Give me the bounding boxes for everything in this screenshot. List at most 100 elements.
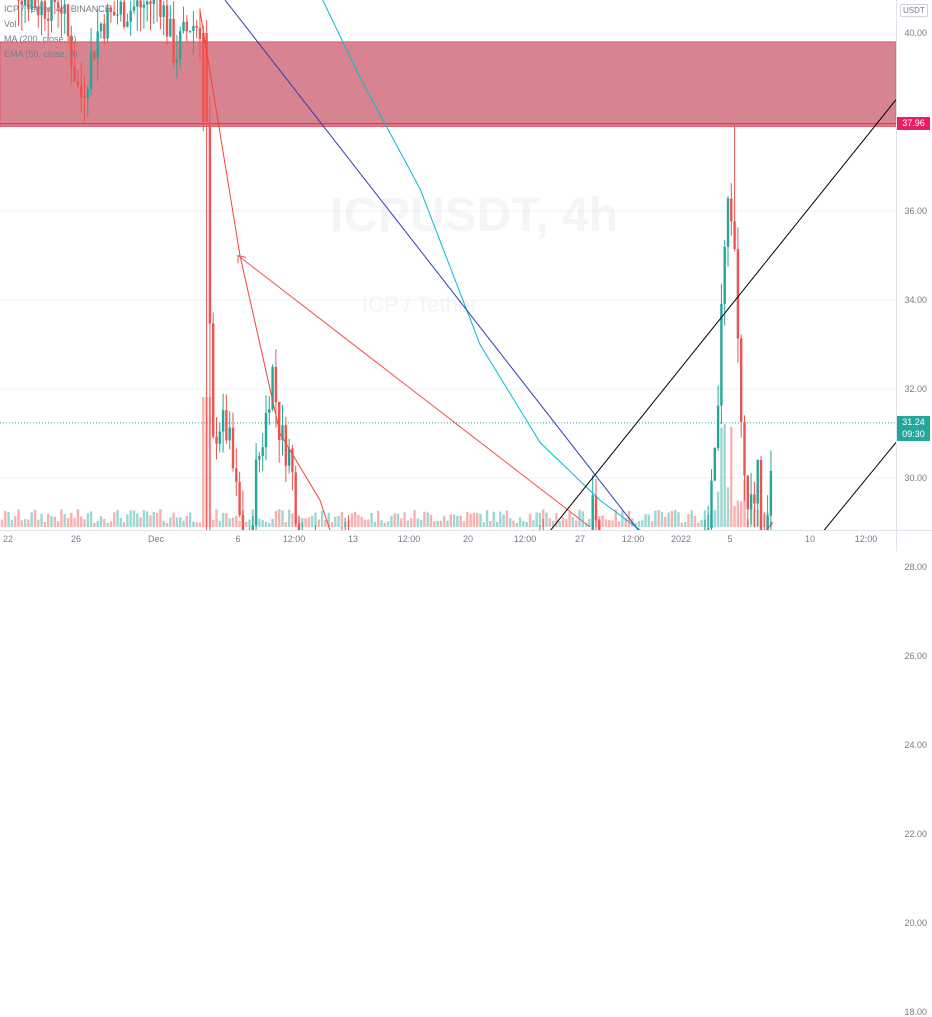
candle-body <box>710 480 713 529</box>
volume-bar <box>575 520 578 527</box>
time-tick-label: 6 <box>235 534 241 544</box>
volume-bar <box>518 517 522 527</box>
candle-body <box>99 23 103 32</box>
volume-bar <box>680 522 683 527</box>
volume-bar <box>4 510 7 527</box>
time-tick-label: 12:00 <box>621 534 645 544</box>
volume-bar <box>195 522 198 527</box>
volume-bar <box>740 501 743 527</box>
candle-body <box>228 427 231 441</box>
candle-body <box>162 5 165 17</box>
volume-bar <box>27 519 30 527</box>
candle-body <box>707 528 710 530</box>
volume-bar <box>423 511 426 527</box>
volume-bar <box>182 520 185 527</box>
candle-body <box>235 468 238 482</box>
legend-ma[interactable]: MA (200, close, 0) <box>4 34 77 44</box>
volume-bar <box>720 427 723 527</box>
price-chart-pane[interactable] <box>0 0 896 530</box>
volume-bar <box>743 480 746 527</box>
channel-upper-line <box>550 99 896 530</box>
candle-body <box>274 366 278 402</box>
downtrend-arrow-line <box>237 255 591 528</box>
currency-button[interactable]: USDT <box>900 4 928 17</box>
volume-bar <box>330 522 334 527</box>
volume-bar <box>314 512 317 527</box>
candle-body <box>716 405 720 448</box>
volume-bar <box>730 426 733 527</box>
volume-bar <box>674 509 677 527</box>
volume-bar <box>667 512 670 527</box>
candle-body <box>294 472 297 524</box>
candle-body <box>208 122 212 324</box>
candle-body <box>146 1 149 5</box>
volume-bar <box>86 513 89 527</box>
volume-bar <box>106 522 109 527</box>
volume-bar <box>505 510 509 527</box>
volume-bar <box>291 513 294 527</box>
arrow-head-icon <box>237 254 247 264</box>
volume-bar <box>363 519 367 527</box>
volume-bar <box>660 511 664 527</box>
volume-bar <box>452 514 456 527</box>
volume-bar <box>340 511 344 527</box>
volume-bar <box>509 518 512 527</box>
volume-bar <box>228 518 231 527</box>
candle-body <box>743 421 746 476</box>
current-price-badge: 31.24 <box>897 415 930 429</box>
volume-bar <box>413 510 416 527</box>
volume-bar <box>644 514 647 527</box>
candle-body <box>278 401 281 441</box>
time-axis[interactable]: 22 26 Dec 6 12:00 13 12:00 20 12:00 27 12:00 2022 5 1… <box>0 530 896 551</box>
candle-body <box>182 21 185 32</box>
candle-body <box>769 471 773 516</box>
volume-bar <box>258 518 261 527</box>
candle-body <box>179 31 182 60</box>
volume-bar <box>311 515 314 527</box>
candle-body <box>212 323 215 437</box>
volume-bar <box>93 522 96 527</box>
price-axis[interactable]: USDT 40.0038.0036.0034.0032.0030.0028.00… <box>896 0 932 1017</box>
ema50-line <box>199 10 774 530</box>
volume-bar <box>215 509 218 527</box>
volume-bar <box>274 510 278 527</box>
volume-bar <box>10 519 14 527</box>
candle-body <box>27 0 30 10</box>
candle-body <box>56 2 60 8</box>
volume-bar <box>337 516 340 527</box>
candle-body <box>169 18 172 37</box>
candle-body <box>33 0 37 8</box>
volume-bar <box>268 522 271 527</box>
volume-bar <box>568 512 571 527</box>
candle-body <box>271 366 274 410</box>
candle-body <box>703 529 707 530</box>
volume-bar <box>515 522 518 527</box>
volume-bar <box>357 514 360 527</box>
volume-bar <box>281 510 284 527</box>
volume-bar <box>334 516 337 527</box>
ma200-line <box>322 0 641 530</box>
legend-symbol[interactable]: ICP / Tether, 4h, BINANCE <box>4 4 111 14</box>
volume-bar <box>611 520 614 527</box>
volume-bar <box>198 522 202 527</box>
candle-body <box>198 27 202 40</box>
volume-bar <box>581 511 584 527</box>
volume-bar <box>162 520 165 527</box>
volume-bar <box>535 512 538 527</box>
drawing-tools-layer[interactable] <box>224 0 896 530</box>
legend-volume[interactable]: Vol <box>4 19 17 29</box>
legend-ema[interactable]: EMA (50, close, 0) <box>4 49 78 59</box>
candle-body <box>66 4 70 37</box>
candle-body <box>195 25 198 28</box>
volume-bar <box>532 520 535 527</box>
volume-bar <box>690 510 693 527</box>
volume-bar <box>70 512 73 527</box>
candle-body <box>152 0 155 5</box>
volume-bar <box>429 514 433 527</box>
volume-bar <box>360 516 363 527</box>
candle-body <box>43 1 47 19</box>
symbol-watermark-subtitle: ICP / Tether <box>362 292 478 317</box>
volume-bar <box>238 521 241 527</box>
volume-bar <box>489 521 492 527</box>
volume-bar <box>733 505 736 527</box>
